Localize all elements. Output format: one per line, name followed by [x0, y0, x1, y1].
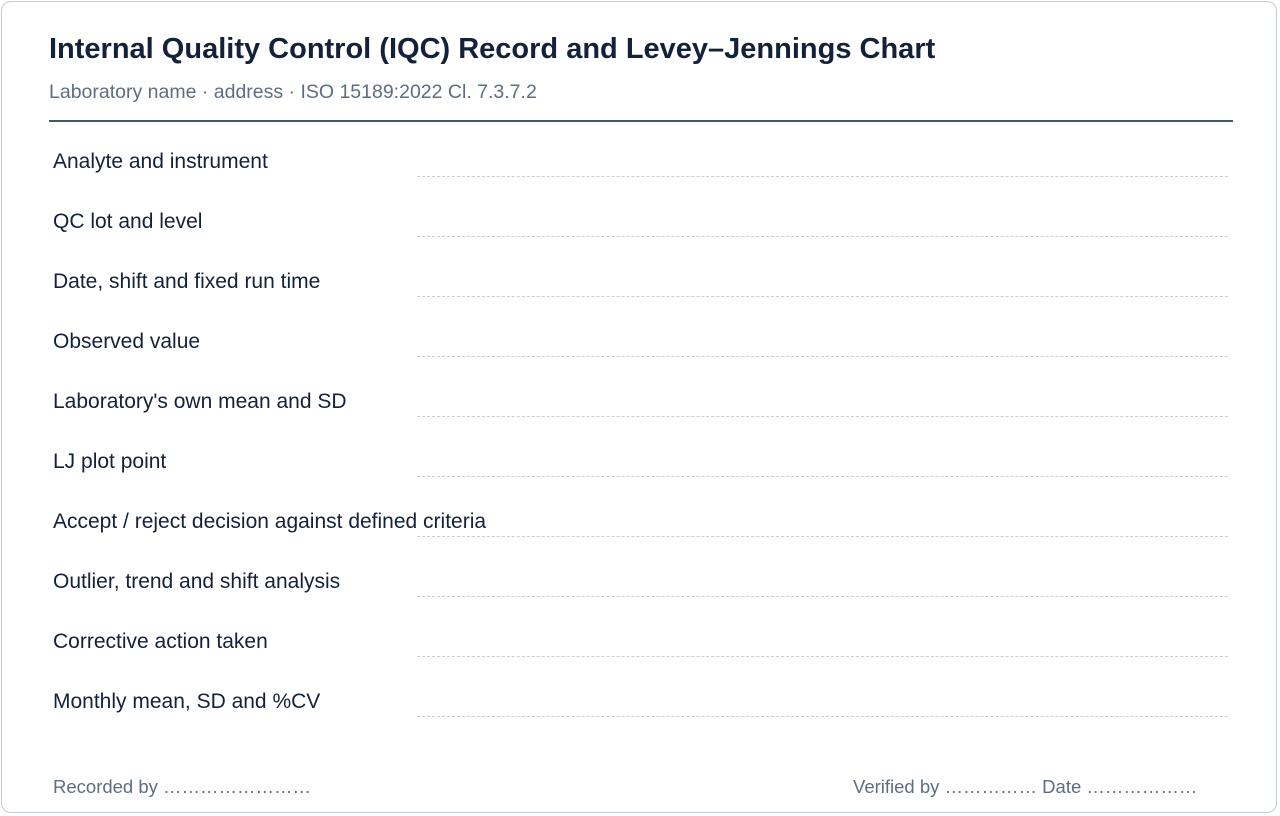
field-label: LJ plot point	[53, 450, 167, 473]
field-row-outlier-trend-shift: Outlier, trend and shift analysis	[2, 570, 1278, 630]
field-input-line[interactable]	[417, 296, 1228, 297]
field-input-line[interactable]	[417, 476, 1228, 477]
field-input-line[interactable]	[417, 176, 1228, 177]
field-row-corrective-action: Corrective action taken	[2, 630, 1278, 690]
form-title: Internal Quality Control (IQC) Record an…	[49, 33, 936, 65]
field-label: Observed value	[53, 330, 201, 353]
header-divider	[49, 120, 1233, 122]
field-label: Date, shift and fixed run time	[53, 270, 321, 293]
field-row-monthly-stats: Monthly mean, SD and %CV	[2, 690, 1278, 750]
field-row-accept-reject: Accept / reject decision against defined…	[2, 510, 1278, 570]
field-input-line[interactable]	[417, 416, 1228, 417]
field-row-lj-plot-point: LJ plot point	[2, 450, 1278, 510]
field-input-line[interactable]	[417, 716, 1228, 717]
field-row-mean-sd: Laboratory's own mean and SD	[2, 390, 1278, 450]
field-row-qc-lot-level: QC lot and level	[2, 210, 1278, 270]
field-input-line[interactable]	[417, 596, 1228, 597]
field-input-line[interactable]	[417, 356, 1228, 357]
field-label: Corrective action taken	[53, 630, 268, 653]
field-label: Analyte and instrument	[53, 150, 268, 173]
field-input-line[interactable]	[417, 536, 1228, 537]
field-label: Accept / reject decision against defined…	[53, 510, 487, 533]
field-label: QC lot and level	[53, 210, 203, 233]
recorded-by-signature: Recorded by ……………………	[53, 776, 312, 797]
verified-by-signature: Verified by …………… Date ………………	[853, 776, 1198, 797]
field-label: Outlier, trend and shift analysis	[53, 570, 341, 593]
field-input-line[interactable]	[417, 656, 1228, 657]
field-input-line[interactable]	[417, 236, 1228, 237]
field-row-analyte-instrument: Analyte and instrument	[2, 150, 1278, 210]
field-label: Monthly mean, SD and %CV	[53, 690, 321, 713]
field-row-observed-value: Observed value	[2, 330, 1278, 390]
field-row-date-shift-time: Date, shift and fixed run time	[2, 270, 1278, 330]
form-subtitle: Laboratory name · address · ISO 15189:20…	[49, 81, 537, 103]
field-label: Laboratory's own mean and SD	[53, 390, 347, 413]
